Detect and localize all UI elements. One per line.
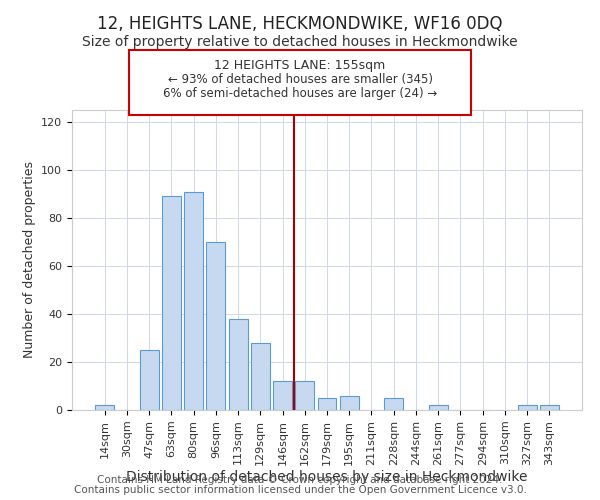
- Bar: [384, 398, 403, 410]
- Text: Size of property relative to detached houses in Heckmondwike: Size of property relative to detached ho…: [82, 35, 518, 49]
- Text: 12, HEIGHTS LANE, HECKMONDWIKE, WF16 0DQ: 12, HEIGHTS LANE, HECKMONDWIKE, WF16 0DQ: [97, 15, 503, 33]
- Y-axis label: Number of detached properties: Number of detached properties: [23, 162, 35, 358]
- Text: Contains public sector information licensed under the Open Government Licence v3: Contains public sector information licen…: [74, 485, 526, 495]
- Text: ← 93% of detached houses are smaller (345): ← 93% of detached houses are smaller (34…: [167, 74, 433, 86]
- Bar: [429, 405, 448, 410]
- Bar: [229, 319, 248, 410]
- Bar: [251, 343, 270, 410]
- Text: Contains HM Land Registry data © Crown copyright and database right 2024.: Contains HM Land Registry data © Crown c…: [97, 475, 503, 485]
- Bar: [340, 396, 359, 410]
- Text: 12 HEIGHTS LANE: 155sqm: 12 HEIGHTS LANE: 155sqm: [214, 59, 386, 72]
- Text: 6% of semi-detached houses are larger (24) →: 6% of semi-detached houses are larger (2…: [163, 86, 437, 100]
- Bar: [95, 405, 114, 410]
- Bar: [162, 196, 181, 410]
- Bar: [140, 350, 158, 410]
- Bar: [540, 405, 559, 410]
- X-axis label: Distribution of detached houses by size in Heckmondwike: Distribution of detached houses by size …: [126, 470, 528, 484]
- Bar: [317, 398, 337, 410]
- Bar: [518, 405, 536, 410]
- Bar: [273, 381, 292, 410]
- Bar: [206, 242, 225, 410]
- Bar: [184, 192, 203, 410]
- Bar: [295, 381, 314, 410]
